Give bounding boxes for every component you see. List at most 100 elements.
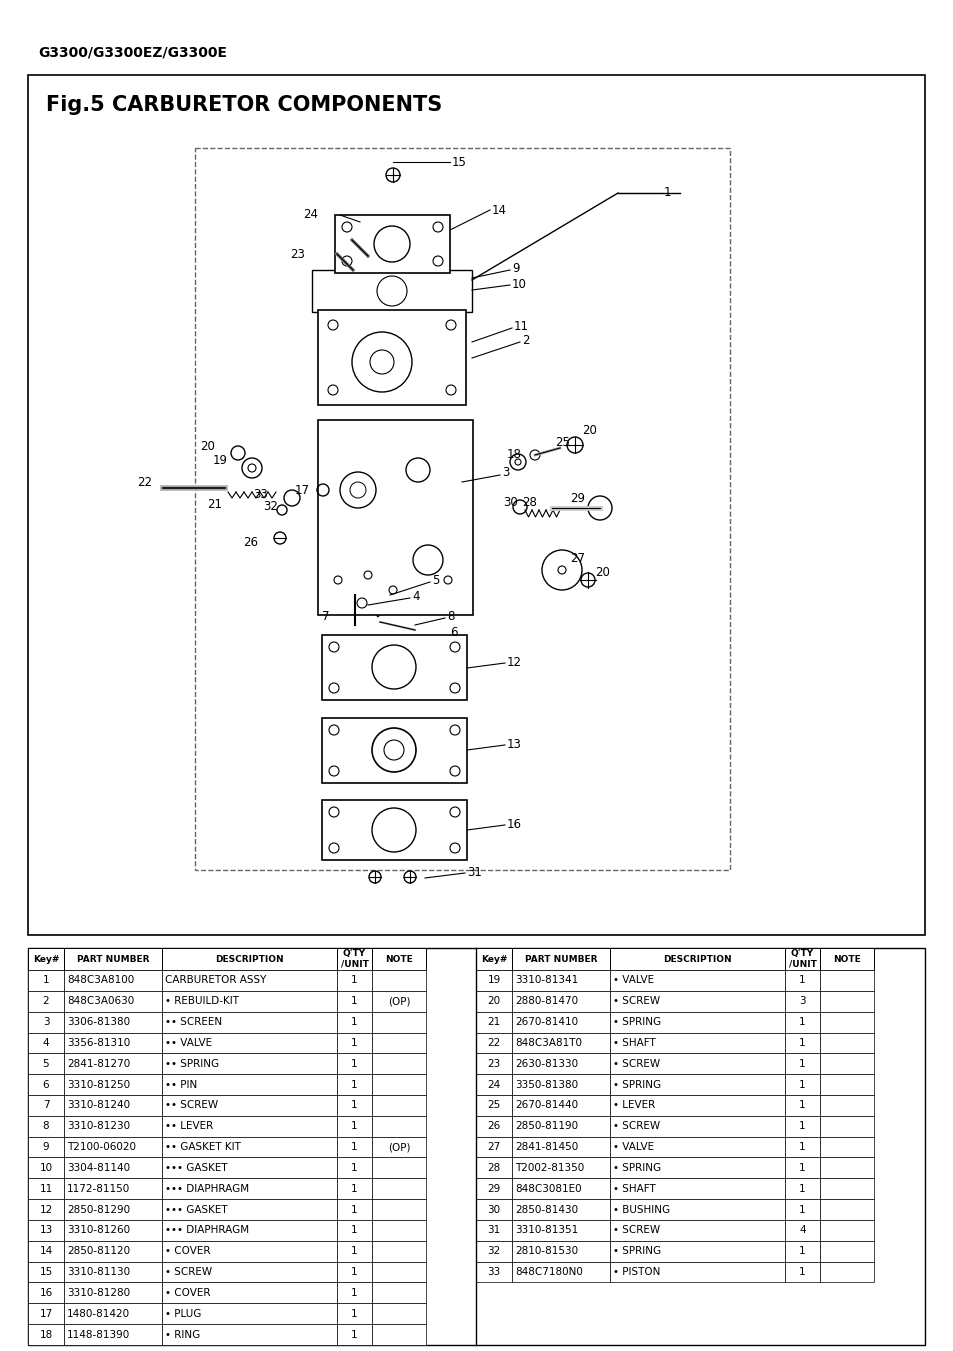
Text: 3310-81250: 3310-81250: [67, 1079, 130, 1090]
Text: •• SCREW: •• SCREW: [165, 1101, 218, 1111]
Bar: [609, 948, 784, 970]
Bar: [609, 1200, 784, 1220]
Text: 7: 7: [322, 611, 330, 624]
Bar: [820, 1158, 873, 1178]
Text: 4: 4: [799, 1225, 805, 1235]
Text: • REBUILD-KIT: • REBUILD-KIT: [165, 996, 239, 1006]
Bar: [476, 1220, 512, 1240]
Text: 848C3A8100: 848C3A8100: [67, 975, 134, 985]
Text: 1: 1: [799, 1142, 805, 1152]
Text: 1: 1: [799, 1267, 805, 1277]
Bar: [162, 1054, 336, 1074]
Text: 28: 28: [521, 497, 537, 509]
Bar: [336, 970, 372, 990]
Text: 1: 1: [351, 1163, 357, 1173]
Bar: [64, 1240, 162, 1262]
Bar: [609, 1158, 784, 1178]
Text: • PISTON: • PISTON: [613, 1267, 659, 1277]
Text: 20: 20: [581, 423, 597, 436]
Text: 3306-81380: 3306-81380: [67, 1017, 130, 1027]
Bar: [28, 1324, 64, 1346]
Text: Q'TY
/UNIT: Q'TY /UNIT: [340, 950, 368, 969]
Bar: [64, 1074, 162, 1096]
Bar: [336, 1304, 372, 1324]
Text: • SPRING: • SPRING: [613, 1017, 660, 1027]
Bar: [512, 948, 609, 970]
Text: 22: 22: [487, 1038, 500, 1048]
Bar: [28, 1304, 64, 1324]
Text: • SPRING: • SPRING: [613, 1246, 660, 1256]
Bar: [784, 1178, 820, 1200]
Bar: [784, 990, 820, 1012]
Bar: [28, 1282, 64, 1304]
Bar: [28, 948, 924, 1346]
Text: 4: 4: [43, 1038, 50, 1048]
Text: 23: 23: [290, 249, 305, 262]
Bar: [336, 1096, 372, 1116]
Bar: [28, 1012, 64, 1032]
Text: 2: 2: [521, 334, 529, 346]
Text: 1: 1: [799, 1059, 805, 1069]
Bar: [512, 1240, 609, 1262]
Text: T2002-81350: T2002-81350: [515, 1163, 583, 1173]
Bar: [609, 1074, 784, 1096]
Bar: [64, 1200, 162, 1220]
Bar: [820, 1240, 873, 1262]
Bar: [64, 1012, 162, 1032]
Text: 27: 27: [487, 1142, 500, 1152]
Bar: [162, 1012, 336, 1032]
Text: 6: 6: [43, 1079, 50, 1090]
Bar: [28, 948, 64, 970]
Text: 15: 15: [39, 1267, 52, 1277]
Text: 848C7180N0: 848C7180N0: [515, 1267, 582, 1277]
Text: 6: 6: [450, 626, 457, 639]
Bar: [336, 1324, 372, 1346]
Bar: [336, 1178, 372, 1200]
Bar: [372, 1220, 426, 1240]
Bar: [512, 1262, 609, 1282]
Bar: [784, 1012, 820, 1032]
Bar: [609, 1054, 784, 1074]
Text: 848C3081E0: 848C3081E0: [515, 1183, 581, 1194]
Text: 19: 19: [487, 975, 500, 985]
Text: 2: 2: [43, 996, 50, 1006]
Bar: [28, 1158, 64, 1178]
Bar: [476, 1158, 512, 1178]
Bar: [336, 1262, 372, 1282]
Bar: [372, 1240, 426, 1262]
Text: 5: 5: [432, 574, 439, 586]
Text: 8: 8: [447, 609, 454, 623]
Bar: [609, 1012, 784, 1032]
Bar: [609, 1178, 784, 1200]
Bar: [820, 1136, 873, 1158]
Bar: [512, 1096, 609, 1116]
Text: 1: 1: [351, 996, 357, 1006]
Text: ••• GASKET: ••• GASKET: [165, 1205, 228, 1215]
Text: • SPRING: • SPRING: [613, 1163, 660, 1173]
Text: 14: 14: [492, 204, 506, 216]
Text: 28: 28: [487, 1163, 500, 1173]
Text: 1148-81390: 1148-81390: [67, 1329, 131, 1340]
Text: • SCREW: • SCREW: [613, 996, 659, 1006]
Text: 31: 31: [487, 1225, 500, 1235]
Text: 14: 14: [39, 1246, 52, 1256]
Text: T2100-06020: T2100-06020: [67, 1142, 136, 1152]
Text: 13: 13: [39, 1225, 52, 1235]
Text: 1: 1: [351, 1225, 357, 1235]
Bar: [28, 1178, 64, 1200]
Bar: [512, 1116, 609, 1136]
Text: •• LEVER: •• LEVER: [165, 1121, 213, 1131]
Bar: [336, 1200, 372, 1220]
Text: (OP): (OP): [387, 996, 410, 1006]
Bar: [784, 1220, 820, 1240]
Bar: [336, 1136, 372, 1158]
Bar: [784, 1240, 820, 1262]
Bar: [336, 1116, 372, 1136]
Bar: [609, 1116, 784, 1136]
Text: 3310-81260: 3310-81260: [67, 1225, 130, 1235]
Text: 2880-81470: 2880-81470: [515, 996, 578, 1006]
Bar: [820, 1096, 873, 1116]
Bar: [512, 1178, 609, 1200]
Bar: [784, 1054, 820, 1074]
Bar: [512, 970, 609, 990]
